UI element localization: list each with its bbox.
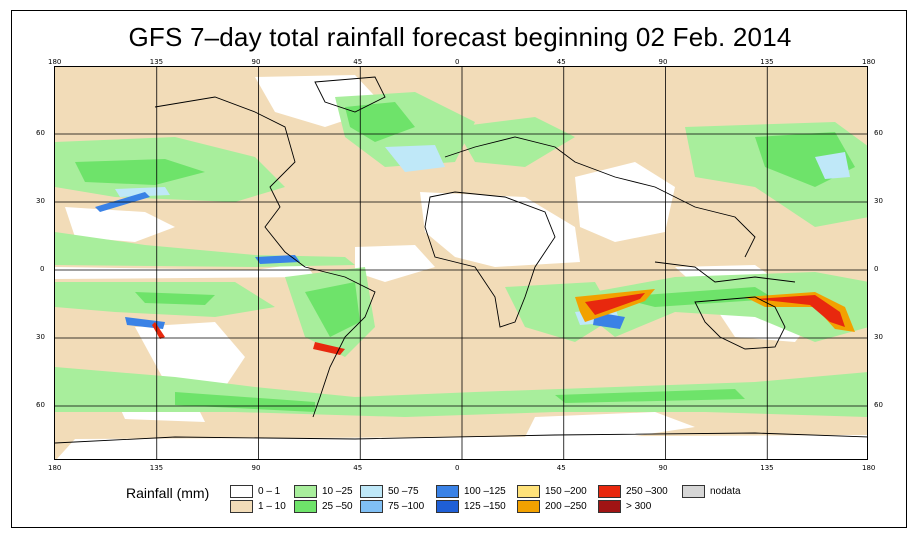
legend-swatch	[436, 500, 459, 513]
lat-tick-left: 60	[36, 129, 45, 137]
lon-tick-top: 45	[556, 58, 566, 66]
lon-tick-top: 0	[455, 58, 460, 66]
lon-tick-top: 90	[658, 58, 668, 66]
lon-tick-bottom: 90	[251, 464, 261, 472]
legend-swatch	[598, 500, 621, 513]
lon-tick-bottom: 45	[556, 464, 566, 472]
legend-item-label: 75 –100	[388, 501, 425, 512]
legend-item-label: 1 – 10	[258, 501, 286, 512]
legend-swatch	[682, 485, 705, 498]
legend-swatch	[230, 485, 253, 498]
legend-swatch	[294, 485, 317, 498]
legend-swatch	[598, 485, 621, 498]
lon-tick-bottom: 135	[760, 464, 774, 472]
figure-frame	[11, 10, 907, 528]
lat-tick-left: 30	[36, 197, 45, 205]
lat-tick-left: 0	[40, 265, 45, 273]
coastlines	[55, 76, 867, 444]
lon-tick-top: 90	[251, 58, 261, 66]
lat-tick-left: 30	[36, 333, 45, 341]
lon-tick-top: 180	[48, 58, 62, 66]
legend-swatch	[517, 485, 540, 498]
rain-25-50	[75, 102, 855, 412]
legend-item-label: 100 –125	[464, 486, 506, 497]
lon-tick-bottom: 90	[658, 464, 668, 472]
legend-item-label: > 300	[626, 501, 652, 512]
lat-tick-right: 0	[874, 265, 879, 273]
legend-item-label: 0 – 1	[258, 486, 281, 497]
map-title: GFS 7–day total rainfall forecast beginn…	[128, 22, 792, 52]
legend-item-label: 125 –150	[464, 501, 506, 512]
legend-item-label: 10 –25	[322, 486, 353, 497]
graticule	[55, 67, 867, 459]
lat-tick-right: 60	[874, 129, 883, 137]
lat-tick-right: 60	[874, 401, 883, 409]
lat-tick-left: 60	[36, 401, 45, 409]
legend-swatch	[436, 485, 459, 498]
legend-swatch	[360, 500, 383, 513]
legend-item-label: 150 –200	[545, 486, 587, 497]
heavy-rain-bands	[152, 289, 855, 355]
lon-tick-bottom: 45	[353, 464, 363, 472]
lat-tick-right: 30	[874, 197, 883, 205]
lon-tick-bottom: 0	[455, 464, 460, 472]
lon-tick-top: 45	[353, 58, 363, 66]
legend-item-label: 250 –300	[626, 486, 668, 497]
map-graphic	[55, 67, 867, 459]
lon-tick-bottom: 135	[149, 464, 164, 472]
legend-swatch	[360, 485, 383, 498]
legend-item-label: 200 –250	[545, 501, 587, 512]
legend-swatch	[517, 500, 540, 513]
lon-tick-top: 180	[862, 58, 876, 66]
lon-tick-bottom: 180	[862, 464, 876, 472]
legend-item-label: 25 –50	[322, 501, 353, 512]
legend-item-label: nodata	[710, 486, 741, 497]
lon-tick-top: 135	[149, 58, 164, 66]
legend-label: Rainfall (mm)	[126, 485, 210, 501]
lon-tick-bottom: 180	[48, 464, 62, 472]
legend-swatch	[230, 500, 253, 513]
legend-item-label: 50 –75	[388, 486, 419, 497]
lon-tick-top: 135	[760, 58, 774, 66]
legend-swatch	[294, 500, 317, 513]
lat-tick-right: 30	[874, 333, 883, 341]
rainfall-map	[54, 66, 868, 460]
